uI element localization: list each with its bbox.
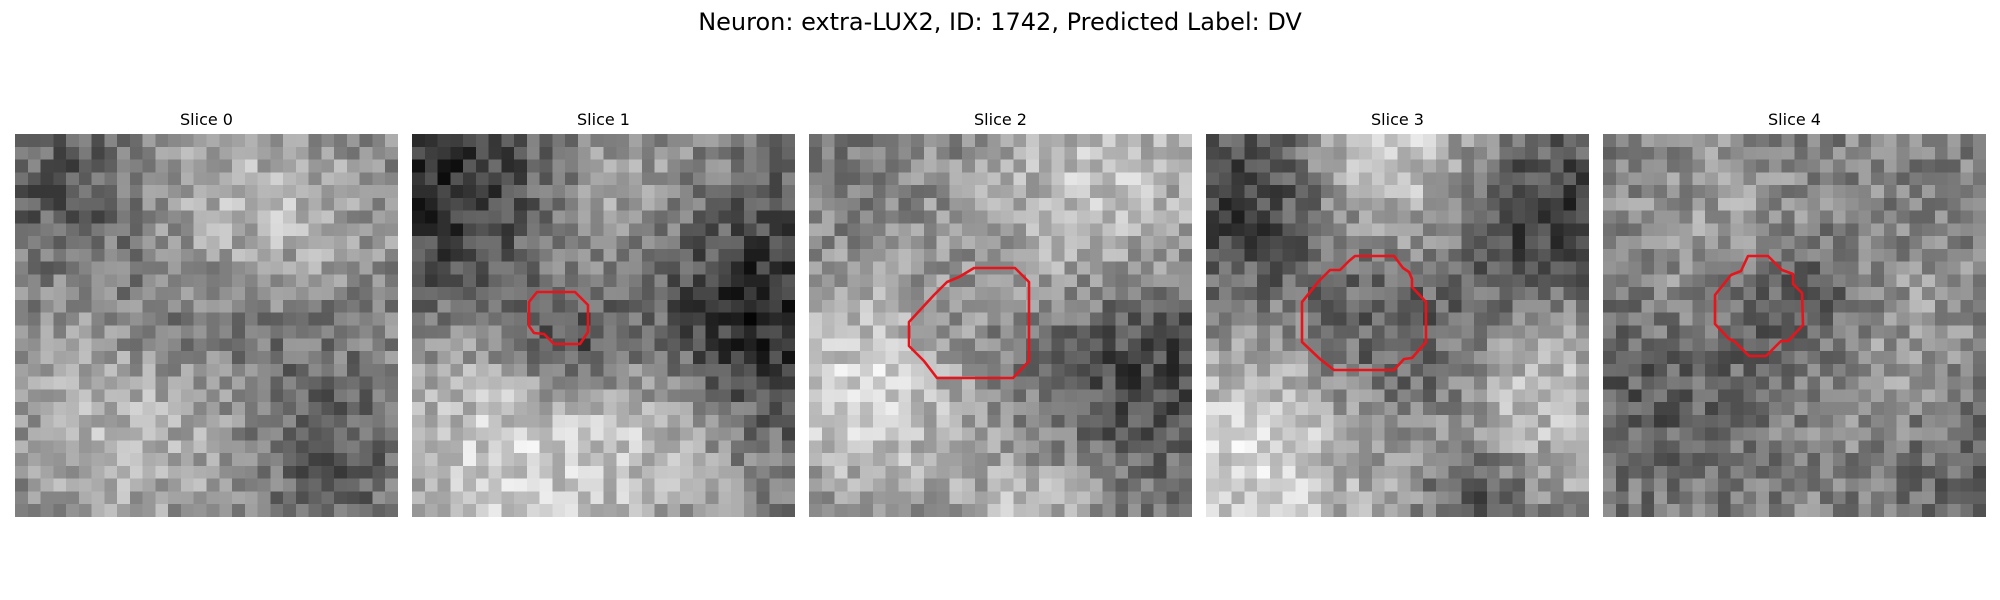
microscopy-image [412, 134, 795, 517]
slice-title: Slice 4 [1768, 110, 1821, 129]
slice-panel-4: Slice 4 [1603, 108, 1986, 517]
slice-panel-1: Slice 1 [412, 108, 795, 517]
roi-outline [1713, 254, 1805, 358]
roi-outline-layer [527, 290, 590, 346]
figure-title: Neuron: extra-LUX2, ID: 1742, Predicted … [698, 8, 1302, 36]
roi-outline-layer [907, 266, 1031, 380]
slice-title: Slice 1 [577, 110, 630, 129]
pixel-grid [1206, 134, 1589, 517]
slice-title: Slice 0 [180, 110, 233, 129]
microscopy-image [1206, 134, 1589, 517]
slice-title: Slice 2 [974, 110, 1027, 129]
roi-outline-layer [1300, 254, 1428, 372]
microscopy-image [15, 134, 398, 517]
slice-title: Slice 3 [1371, 110, 1424, 129]
microscopy-image [809, 134, 1192, 517]
pixel-grid [1603, 134, 1986, 517]
slice-panel-2: Slice 2 [809, 108, 1192, 517]
roi-outline-layer [1713, 254, 1805, 358]
microscopy-image [1603, 134, 1986, 517]
pixel-grid [15, 134, 398, 517]
slice-panel-0: Slice 0 [15, 108, 398, 517]
slice-panel-3: Slice 3 [1206, 108, 1589, 517]
roi-outline-layer [15, 134, 398, 517]
roi-outline [527, 290, 590, 346]
roi-outline [907, 266, 1031, 380]
roi-outline [1300, 254, 1428, 372]
pixel-grid [809, 134, 1192, 517]
pixel-grid [412, 134, 795, 517]
